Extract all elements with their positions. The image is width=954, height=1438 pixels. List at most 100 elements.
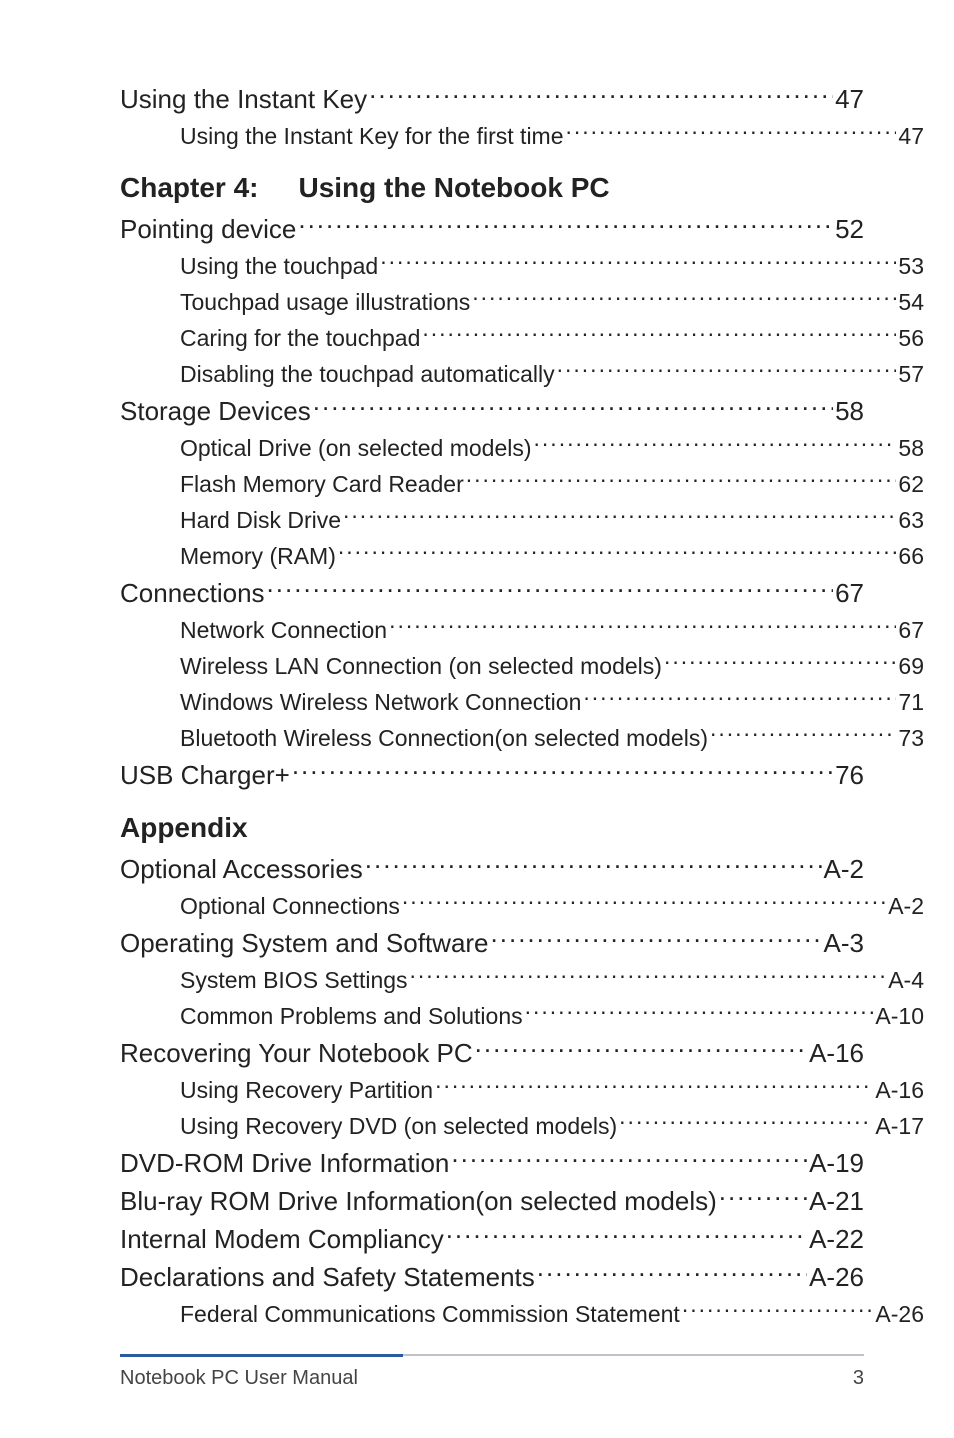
toc-entry-label: Operating System and Software <box>120 924 489 962</box>
toc-entry-label: Network Connection <box>180 612 387 648</box>
toc-entry-label: Using the Instant Key for the first time <box>180 118 564 154</box>
toc-entry-label: DVD-ROM Drive Information <box>120 1144 449 1182</box>
chapter-title: Using the Notebook PC <box>298 172 609 204</box>
toc-entry-level1: Internal Modem CompliancyA-22 <box>120 1220 864 1258</box>
toc-entry-page: 71 <box>898 684 924 720</box>
toc-entry-level2: Wireless LAN Connection (on selected mod… <box>180 648 924 684</box>
toc-leader-dots <box>380 251 896 274</box>
toc-entry-page: A-21 <box>809 1182 864 1220</box>
toc-entry-level1: Operating System and SoftwareA-3 <box>120 924 864 962</box>
toc-entry-level2: Disabling the touchpad automatically 57 <box>180 356 924 392</box>
page: Using the Instant Key47Using the Instant… <box>0 0 954 1438</box>
footer-left-text: Notebook PC User Manual <box>120 1367 358 1390</box>
toc-leader-dots <box>369 82 833 108</box>
toc-entry-label: Optical Drive (on selected models) <box>180 430 532 466</box>
toc-entry-label: Using Recovery Partition <box>180 1072 433 1108</box>
toc-entry-label: Using Recovery DVD (on selected models) <box>180 1108 617 1144</box>
toc-entry-level2: Using the touchpad 53 <box>180 248 924 284</box>
toc-entry-page: A-17 <box>875 1108 924 1144</box>
toc-leader-dots <box>664 651 896 674</box>
toc-entry-level2: Using Recovery Partition A-16 <box>180 1072 924 1108</box>
toc-entry-level2: Hard Disk Drive63 <box>180 502 924 538</box>
toc-entry-level2: Using the Instant Key for the first time… <box>180 118 924 154</box>
toc-leader-dots <box>389 615 896 638</box>
toc-entry-level1: Storage Devices58 <box>120 392 864 430</box>
toc-entry-level2: Memory (RAM)66 <box>180 538 924 574</box>
toc-entry-label: Optional Accessories <box>120 850 363 888</box>
toc-entry-page: A-10 <box>875 998 924 1034</box>
table-of-contents: Using the Instant Key47Using the Instant… <box>120 80 864 1332</box>
toc-entry-level2: Touchpad usage illustrations54 <box>180 284 924 320</box>
toc-entry-label: USB Charger+ <box>120 756 290 794</box>
toc-entry-page: A-26 <box>809 1258 864 1296</box>
toc-entry-level1: Connections67 <box>120 574 864 612</box>
toc-leader-dots <box>365 852 822 878</box>
toc-entry-level2: Optional ConnectionsA-2 <box>180 888 924 924</box>
toc-leader-dots <box>292 758 833 784</box>
toc-entry-page: 54 <box>898 284 924 320</box>
toc-entry-label: Pointing device <box>120 210 296 248</box>
toc-entry-label: Connections <box>120 574 265 612</box>
toc-entry-level1: Declarations and Safety Statements A-26 <box>120 1258 864 1296</box>
toc-entry-label: Storage Devices <box>120 392 311 430</box>
toc-entry-label: Blu-ray ROM Drive Information(on selecte… <box>120 1182 717 1220</box>
toc-entry-page: 47 <box>835 80 864 118</box>
toc-leader-dots <box>619 1111 873 1134</box>
toc-entry-page: 56 <box>898 320 924 356</box>
toc-entry-label: Bluetooth Wireless Connection(on selecte… <box>180 720 708 756</box>
toc-entry-page: 58 <box>898 430 924 466</box>
toc-leader-dots <box>719 1184 807 1210</box>
toc-entry-label: Optional Connections <box>180 888 400 924</box>
toc-entry-label: Common Problems and Solutions <box>180 998 523 1034</box>
toc-entry-page: 63 <box>898 502 924 538</box>
toc-entry-label: Internal Modem Compliancy <box>120 1220 444 1258</box>
toc-entry-level2: Caring for the touchpad 56 <box>180 320 924 356</box>
toc-leader-dots <box>466 469 897 492</box>
toc-leader-dots <box>267 576 834 602</box>
toc-entry-label: Caring for the touchpad <box>180 320 420 356</box>
toc-entry-label: Federal Communications Commission Statem… <box>180 1296 680 1332</box>
toc-leader-dots <box>402 891 886 914</box>
toc-leader-dots <box>338 541 897 564</box>
toc-entry-page: 76 <box>835 756 864 794</box>
toc-entry-level2: Federal Communications Commission Statem… <box>180 1296 924 1332</box>
toc-entry-level1: Recovering Your Notebook PCA-16 <box>120 1034 864 1072</box>
chapter-heading: Chapter 4: Using the Notebook PC <box>120 172 864 204</box>
toc-leader-dots <box>557 359 897 382</box>
footer-line: Notebook PC User Manual 3 <box>120 1367 864 1390</box>
footer-page-number: 3 <box>853 1367 864 1390</box>
toc-leader-dots <box>472 287 896 310</box>
toc-entry-page: 52 <box>835 210 864 248</box>
toc-entry-page: 67 <box>898 612 924 648</box>
toc-entry-page: 62 <box>898 466 924 502</box>
toc-entry-level1: DVD-ROM Drive InformationA-19 <box>120 1144 864 1182</box>
toc-entry-label: System BIOS Settings <box>180 962 408 998</box>
toc-entry-label: Disabling the touchpad automatically <box>180 356 555 392</box>
appendix-heading: Appendix <box>120 812 864 844</box>
toc-leader-dots <box>475 1036 807 1062</box>
toc-leader-dots <box>422 323 896 346</box>
toc-entry-label: Declarations and Safety Statements <box>120 1258 535 1296</box>
chapter-gap <box>258 172 298 204</box>
toc-entry-level1: USB Charger+ 76 <box>120 756 864 794</box>
chapter-prefix: Chapter 4: <box>120 172 258 204</box>
toc-entry-page: 53 <box>898 248 924 284</box>
toc-entry-level2: Flash Memory Card Reader62 <box>180 466 924 502</box>
toc-entry-level2: Windows Wireless Network Connection71 <box>180 684 924 720</box>
footer-rule-accent <box>120 1354 403 1357</box>
toc-leader-dots <box>446 1222 807 1248</box>
toc-leader-dots <box>583 687 896 710</box>
toc-entry-page: 57 <box>898 356 924 392</box>
toc-entry-level2: Using Recovery DVD (on selected models) A… <box>180 1108 924 1144</box>
toc-entry-level1: Using the Instant Key 47 <box>120 80 864 118</box>
toc-entry-label: Memory (RAM) <box>180 538 336 574</box>
toc-leader-dots <box>451 1146 807 1172</box>
toc-entry-label: Using the Instant Key <box>120 80 367 118</box>
toc-entry-label: Using the touchpad <box>180 248 378 284</box>
toc-entry-page: 69 <box>898 648 924 684</box>
toc-entry-page: A-26 <box>875 1296 924 1332</box>
toc-entry-page: A-16 <box>875 1072 924 1108</box>
toc-entry-level1: Blu-ray ROM Drive Information(on selecte… <box>120 1182 864 1220</box>
toc-entry-page: 73 <box>898 720 924 756</box>
page-footer: Notebook PC User Manual 3 <box>120 1354 864 1390</box>
